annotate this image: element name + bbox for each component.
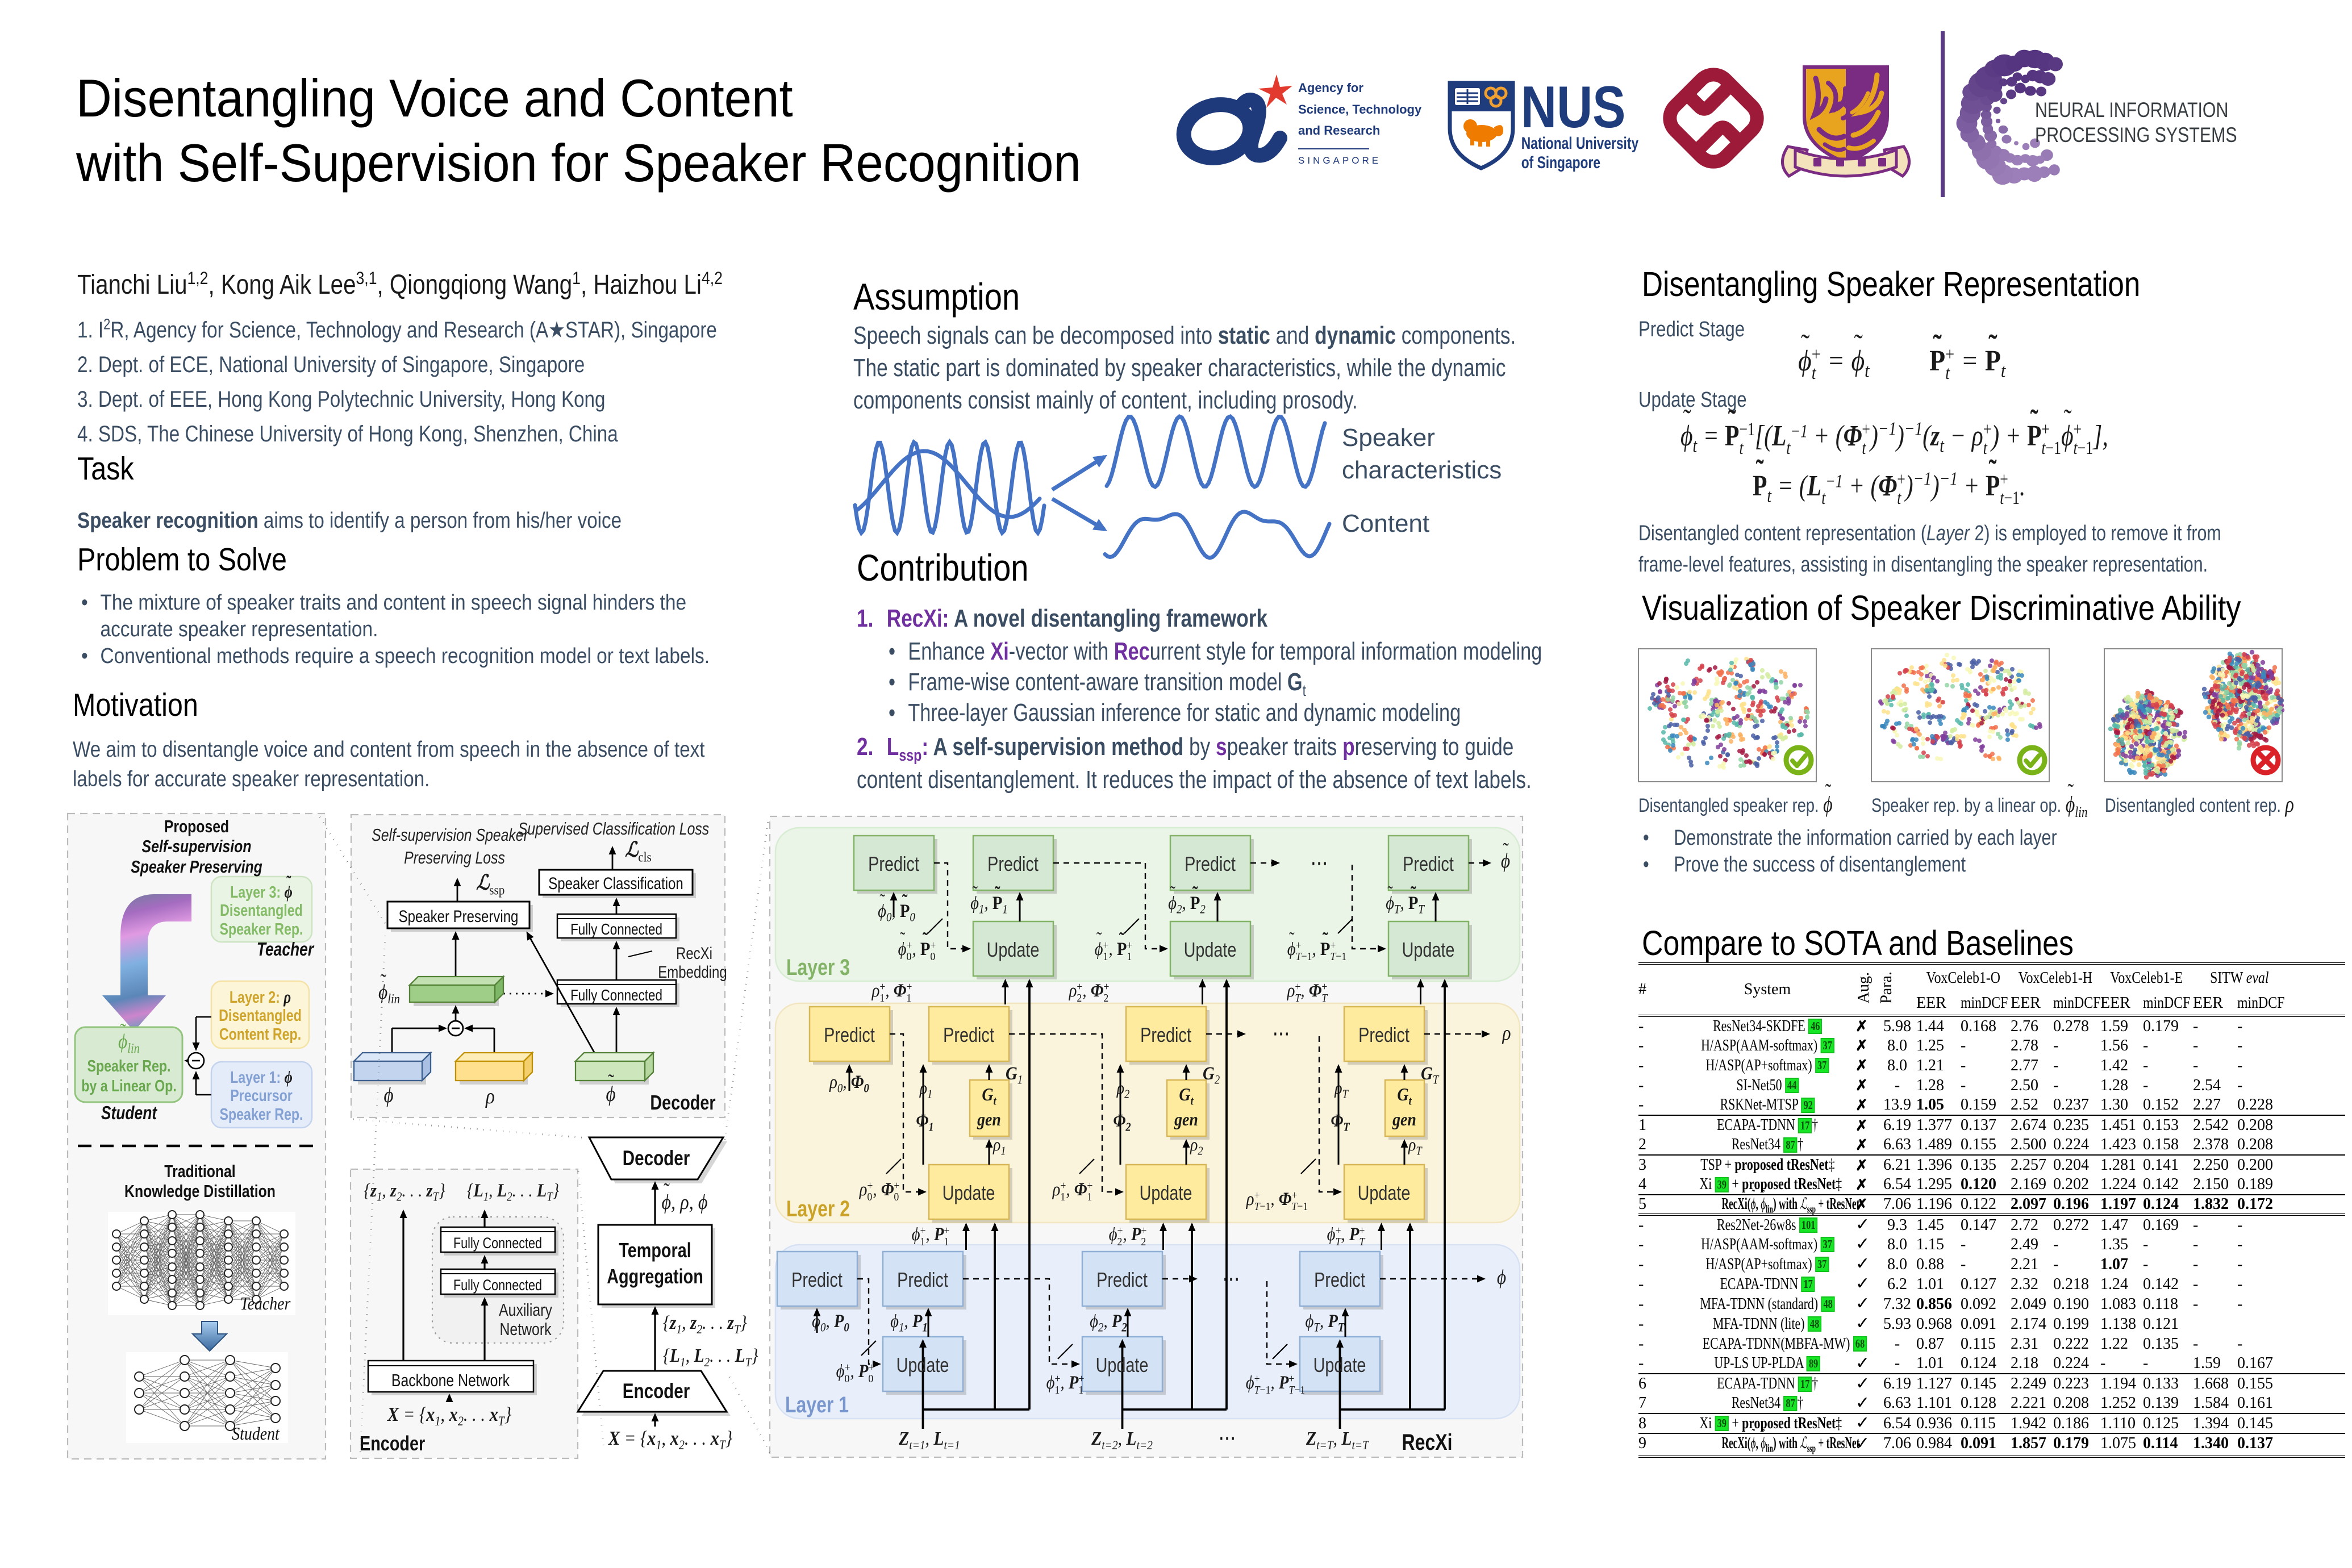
- svg-text:PROCESSING SYSTEMS: PROCESSING SYSTEMS: [2035, 123, 2237, 147]
- svg-text:SINGAPORE: SINGAPORE: [1298, 155, 1381, 166]
- svg-text:of Singapore: of Singapore: [1521, 153, 1600, 172]
- svg-text:Agency for: Agency for: [1298, 81, 1363, 95]
- svg-text:NEURAL INFORMATION: NEURAL INFORMATION: [2035, 98, 2228, 122]
- svg-text:Science, Technology: Science, Technology: [1298, 102, 1422, 116]
- svg-text:NUS: NUS: [1521, 74, 1625, 140]
- svg-text:National University: National University: [1521, 134, 1639, 153]
- svg-text:and Research: and Research: [1298, 123, 1380, 137]
